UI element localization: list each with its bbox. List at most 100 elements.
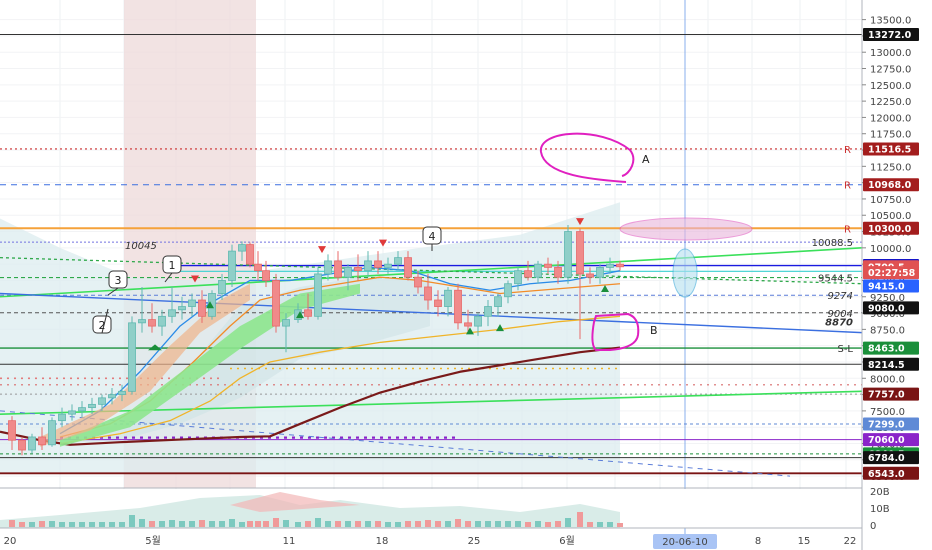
candle-body[interactable] [354, 267, 362, 272]
candle-body[interactable] [494, 296, 502, 307]
candle-body[interactable] [444, 289, 452, 307]
volume-bar [273, 518, 279, 527]
candle-body[interactable] [504, 283, 512, 298]
volume-bar [139, 519, 145, 527]
candle-body[interactable] [544, 263, 552, 268]
candle-body[interactable] [474, 315, 482, 327]
signal-triangle-down [379, 239, 387, 247]
candle-body[interactable] [68, 410, 76, 415]
price-badge-label: 13272.0 [868, 30, 912, 41]
candle-body[interactable] [48, 420, 56, 446]
candle-body[interactable] [8, 420, 16, 441]
price-tick-label: 10750.0 [870, 195, 911, 206]
price-badge [863, 341, 919, 355]
price-tick-label: 8000.0 [870, 374, 905, 385]
candle-body[interactable] [374, 260, 382, 268]
candle-body[interactable] [404, 257, 412, 278]
price-badge [863, 387, 919, 401]
volume-bar [39, 521, 45, 527]
candle-body[interactable] [78, 407, 86, 412]
candle-body[interactable] [178, 306, 186, 311]
candle-body[interactable] [314, 273, 322, 317]
volume-bar [607, 522, 613, 527]
volume-bar [425, 520, 431, 527]
target-ellipse-pink[interactable] [619, 217, 753, 241]
time-tick-label: 5월 [145, 535, 161, 547]
candle-body[interactable] [564, 231, 572, 278]
callout-2-label: 2 [99, 319, 106, 332]
candle-body[interactable] [228, 250, 236, 281]
candle-body[interactable] [18, 439, 26, 451]
candle-body[interactable] [262, 270, 270, 281]
candle-body[interactable] [304, 309, 312, 317]
volume-bar [505, 521, 511, 527]
candle-body[interactable] [616, 263, 624, 268]
candle-body[interactable] [424, 286, 432, 301]
volume-bar [79, 522, 85, 527]
candle-body[interactable] [168, 309, 176, 317]
target-ellipse-blue[interactable] [672, 248, 698, 298]
candle-body[interactable] [188, 299, 196, 307]
candle-body[interactable] [272, 280, 280, 327]
candle-body[interactable] [554, 267, 562, 278]
candle-body[interactable] [108, 394, 116, 399]
price-badge [863, 178, 919, 192]
signal-triangle-up [206, 301, 214, 309]
price-tick-label: 10500.0 [870, 211, 911, 222]
candle-body[interactable] [118, 390, 126, 395]
candle-body[interactable] [158, 315, 166, 327]
candle-body[interactable] [88, 403, 96, 409]
price-badge [863, 142, 919, 156]
time-highlight-badge[interactable] [653, 534, 717, 549]
price-badge-label: 6543.0 [868, 469, 905, 480]
candle-body[interactable] [148, 319, 156, 327]
candle-body[interactable] [524, 270, 532, 278]
candle-body[interactable] [198, 299, 206, 317]
candle-body[interactable] [514, 270, 522, 285]
volume-bar [99, 522, 105, 527]
price-tick-label: 9000.0 [870, 309, 905, 320]
candle-body[interactable] [254, 263, 262, 272]
candle-body[interactable] [28, 436, 36, 451]
candle-body[interactable] [282, 319, 290, 327]
candle-body[interactable] [364, 260, 372, 272]
candle-body[interactable] [484, 306, 492, 317]
volume-bar [219, 521, 225, 527]
candle-body[interactable] [58, 413, 66, 422]
candle-body[interactable] [344, 267, 352, 278]
candle-body[interactable] [434, 299, 442, 307]
candle-body[interactable] [324, 260, 332, 275]
price-badge [863, 27, 919, 41]
candle-body[interactable] [394, 257, 402, 265]
volume-bar [315, 518, 321, 527]
candle-body[interactable] [98, 397, 106, 405]
candle-body[interactable] [38, 436, 46, 446]
ma-ribbon-green [60, 283, 360, 447]
candle-body[interactable] [606, 263, 614, 268]
candle-body[interactable] [586, 273, 594, 278]
volume-bar [29, 522, 35, 527]
candle-body[interactable] [128, 322, 136, 392]
candle-body[interactable] [414, 276, 422, 288]
candle-body[interactable] [464, 322, 472, 327]
candle-body[interactable] [246, 244, 254, 265]
candle-body[interactable] [596, 267, 604, 278]
volume-bar [189, 521, 195, 527]
signal-triangle-up [466, 327, 474, 335]
volume-tick-label: 10B [870, 504, 890, 515]
volume-bar [597, 522, 603, 527]
price-tick-label: 7500.0 [870, 407, 905, 418]
candle-body[interactable] [138, 319, 146, 324]
candle-body[interactable] [238, 244, 246, 252]
candle-body[interactable] [576, 231, 584, 275]
candle-body[interactable] [534, 263, 542, 278]
candle-body[interactable] [334, 260, 342, 278]
trendline-blue-down [0, 292, 863, 334]
candle-body[interactable] [454, 289, 462, 324]
price-badge-label: 10968.0 [868, 180, 912, 191]
candle-body[interactable] [218, 280, 226, 294]
ma-dark-red [0, 346, 621, 446]
candle-body[interactable] [384, 263, 392, 268]
